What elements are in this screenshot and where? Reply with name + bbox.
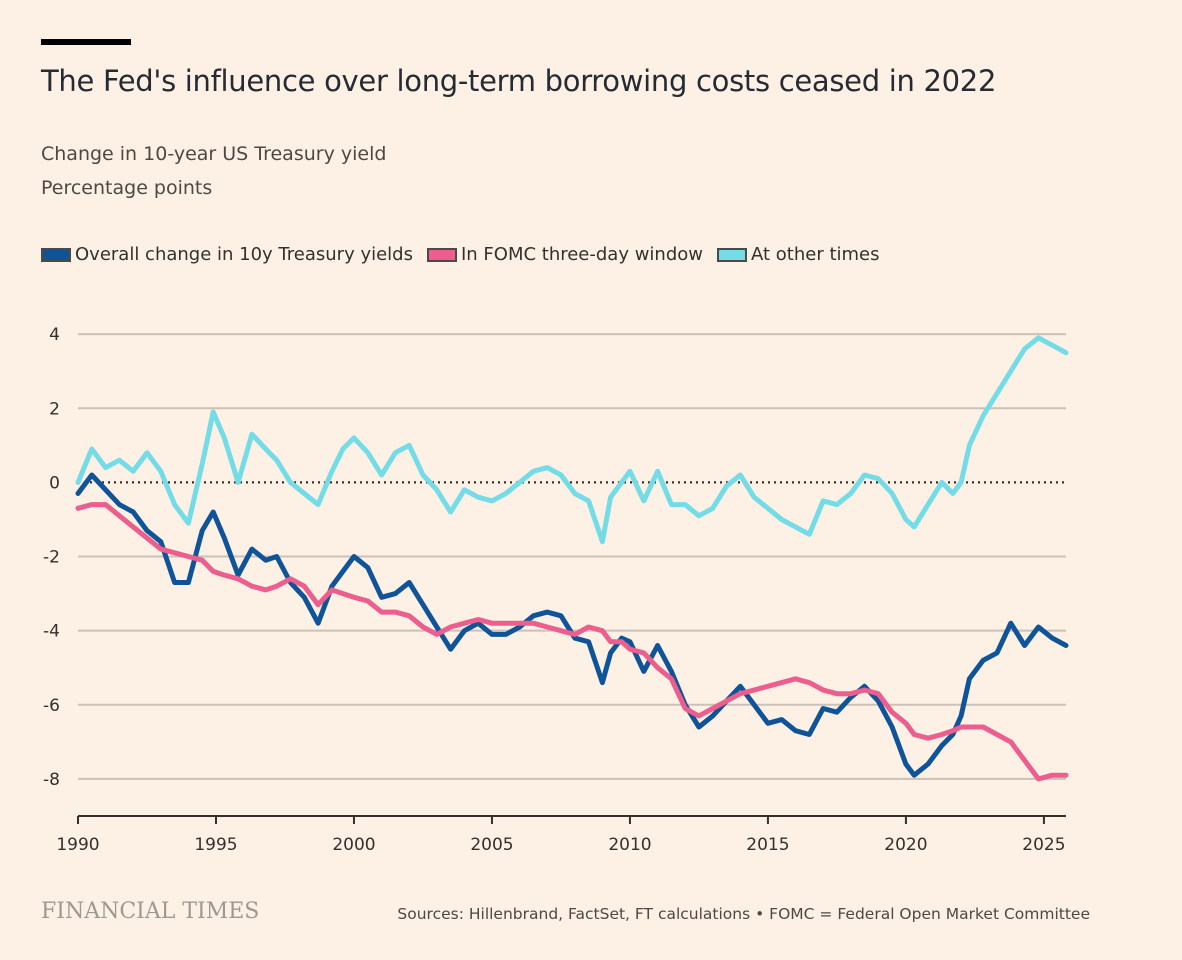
- x-tick-label: 2005: [470, 835, 513, 855]
- y-tick-label: 4: [49, 325, 60, 345]
- source-note: Sources: Hillenbrand, FactSet, FT calcul…: [397, 905, 1090, 923]
- series-line-at-other-times: [75, 335, 1069, 545]
- legend-swatch-overall: [41, 247, 71, 262]
- y-axis-labels: 4 2 0 -2 -4 -6 -8: [43, 325, 60, 790]
- y-tick-label: -4: [43, 622, 60, 642]
- x-tick-label: 2000: [332, 835, 375, 855]
- y-tick-label: 2: [49, 399, 60, 419]
- x-tick-label: 2025: [1022, 835, 1065, 855]
- legend-label-fomc: In FOMC three-day window: [460, 244, 703, 265]
- ft-logo: FINANCIAL TIMES: [41, 899, 260, 924]
- y-tick-label: -8: [43, 770, 60, 790]
- y-tick-label: -2: [43, 548, 60, 568]
- legend-item-overall: Overall change in 10y Treasury yields: [41, 244, 413, 265]
- chart-title: The Fed's influence over long-term borro…: [41, 64, 997, 98]
- legend-item-other: At other times: [717, 244, 880, 265]
- x-tick-label: 2015: [746, 835, 789, 855]
- x-axis: 1990 1995 2000 2005 2010 2015 2020 2025: [56, 815, 1066, 855]
- x-tick-label: 2020: [884, 835, 927, 855]
- chart-legend: Overall change in 10y Treasury yields In…: [41, 244, 894, 265]
- legend-item-fomc: In FOMC three-day window: [426, 244, 703, 265]
- series-line-overall-change-in-10y-treasury-yields: [75, 472, 1069, 778]
- subtitle-line-2: Percentage points: [41, 177, 213, 199]
- y-tick-label: -6: [43, 696, 60, 716]
- legend-label-overall: Overall change in 10y Treasury yields: [75, 244, 413, 265]
- series-lines: [75, 335, 1069, 782]
- x-tick-label: 1990: [56, 835, 99, 855]
- legend-swatch-other: [717, 247, 747, 262]
- x-tick-label: 1995: [194, 835, 237, 855]
- series-line-in-fomc-three-day-window: [75, 502, 1069, 782]
- legend-swatch-fomc: [426, 247, 457, 262]
- subtitle-line-1: Change in 10-year US Treasury yield: [41, 143, 387, 165]
- y-tick-label: 0: [49, 473, 60, 493]
- chart-subtitle: Change in 10-year US Treasury yield Perc…: [41, 137, 386, 205]
- x-tick-label: 2010: [608, 835, 651, 855]
- brand-top-bar: [41, 39, 131, 45]
- gridlines: [78, 333, 1066, 780]
- legend-label-other: At other times: [751, 244, 880, 265]
